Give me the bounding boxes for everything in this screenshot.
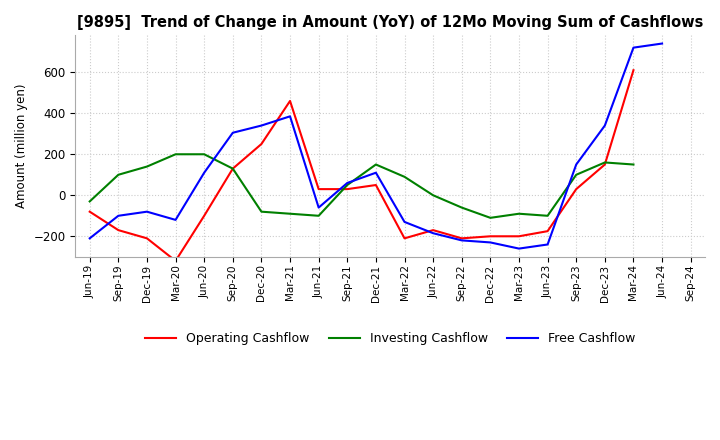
Line: Free Cashflow: Free Cashflow	[90, 44, 662, 249]
Investing Cashflow	[572, 172, 580, 177]
Operating Cashflow	[86, 209, 94, 214]
Investing Cashflow	[86, 199, 94, 204]
Free Cashflow	[143, 209, 151, 214]
Legend: Operating Cashflow, Investing Cashflow, Free Cashflow: Operating Cashflow, Investing Cashflow, …	[140, 327, 640, 350]
Operating Cashflow	[572, 187, 580, 192]
Operating Cashflow	[257, 141, 266, 147]
Free Cashflow	[400, 219, 409, 224]
Operating Cashflow	[372, 183, 380, 188]
Operating Cashflow	[629, 68, 638, 73]
Investing Cashflow	[400, 174, 409, 180]
Operating Cashflow	[544, 228, 552, 234]
Operating Cashflow	[171, 258, 180, 264]
Investing Cashflow	[544, 213, 552, 218]
Investing Cashflow	[486, 215, 495, 220]
Operating Cashflow	[400, 236, 409, 241]
Line: Operating Cashflow: Operating Cashflow	[90, 70, 634, 261]
Operating Cashflow	[600, 162, 609, 167]
Free Cashflow	[457, 238, 466, 243]
Investing Cashflow	[457, 205, 466, 210]
Free Cashflow	[315, 205, 323, 210]
Operating Cashflow	[286, 98, 294, 103]
Free Cashflow	[544, 242, 552, 247]
Operating Cashflow	[228, 166, 237, 171]
Free Cashflow	[372, 170, 380, 176]
Operating Cashflow	[429, 227, 438, 233]
Operating Cashflow	[200, 213, 209, 218]
Investing Cashflow	[629, 162, 638, 167]
Investing Cashflow	[200, 152, 209, 157]
Free Cashflow	[114, 213, 122, 218]
Free Cashflow	[343, 180, 351, 186]
Investing Cashflow	[600, 160, 609, 165]
Free Cashflow	[171, 217, 180, 223]
Y-axis label: Amount (million yen): Amount (million yen)	[15, 84, 28, 208]
Operating Cashflow	[315, 187, 323, 192]
Operating Cashflow	[515, 234, 523, 239]
Free Cashflow	[200, 170, 209, 176]
Title: [9895]  Trend of Change in Amount (YoY) of 12Mo Moving Sum of Cashflows: [9895] Trend of Change in Amount (YoY) o…	[77, 15, 703, 30]
Free Cashflow	[228, 130, 237, 136]
Free Cashflow	[486, 240, 495, 245]
Investing Cashflow	[372, 162, 380, 167]
Operating Cashflow	[143, 236, 151, 241]
Investing Cashflow	[143, 164, 151, 169]
Operating Cashflow	[457, 236, 466, 241]
Free Cashflow	[257, 123, 266, 128]
Investing Cashflow	[515, 211, 523, 216]
Line: Investing Cashflow: Investing Cashflow	[90, 154, 634, 218]
Investing Cashflow	[429, 193, 438, 198]
Investing Cashflow	[315, 213, 323, 218]
Operating Cashflow	[486, 234, 495, 239]
Free Cashflow	[429, 231, 438, 236]
Free Cashflow	[286, 114, 294, 119]
Investing Cashflow	[171, 152, 180, 157]
Free Cashflow	[515, 246, 523, 251]
Free Cashflow	[600, 123, 609, 128]
Operating Cashflow	[343, 187, 351, 192]
Investing Cashflow	[114, 172, 122, 177]
Investing Cashflow	[343, 183, 351, 188]
Free Cashflow	[629, 45, 638, 50]
Investing Cashflow	[228, 166, 237, 171]
Free Cashflow	[86, 236, 94, 241]
Investing Cashflow	[257, 209, 266, 214]
Free Cashflow	[572, 162, 580, 167]
Investing Cashflow	[286, 211, 294, 216]
Operating Cashflow	[114, 227, 122, 233]
Free Cashflow	[658, 41, 667, 46]
